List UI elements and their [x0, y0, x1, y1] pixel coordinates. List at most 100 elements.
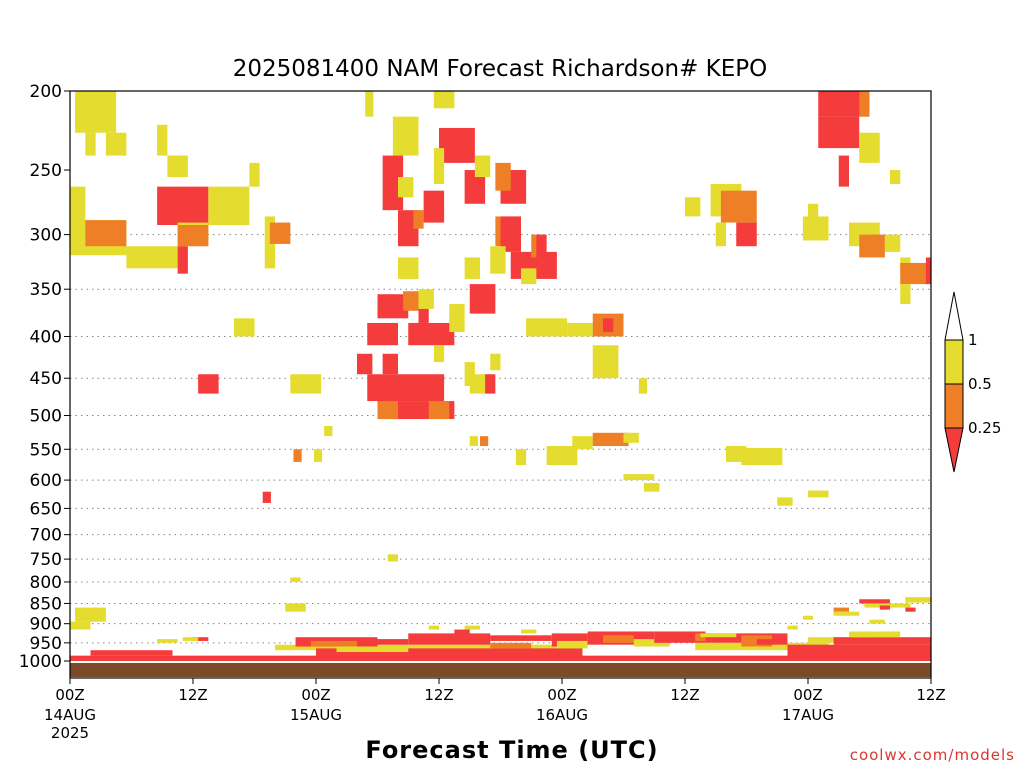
ri-cell-y: [324, 425, 333, 437]
legend-arrow-top: [944, 291, 964, 341]
legend-swatch-0.25-0.5: [944, 383, 964, 429]
y-tick-label: 950: [30, 634, 62, 654]
ri-cell-o: [293, 449, 302, 462]
y-tick-label: 500: [30, 407, 62, 427]
x-tick-date-label: 2025: [51, 724, 89, 742]
ri-cell-o: [495, 162, 511, 191]
chart-title: 2025081400 NAM Forecast Richardson# KEPO: [233, 56, 768, 82]
richardson-cells: [70, 91, 931, 661]
ri-cell-y: [365, 91, 374, 117]
ri-cell-y: [398, 177, 414, 198]
ri-cell-o: [859, 234, 885, 258]
x-axis-label: Forecast Time (UTC): [365, 736, 658, 764]
ri-cell-y: [633, 639, 670, 647]
x-tick-label: 12Z: [670, 686, 699, 704]
ri-cell-y: [890, 170, 901, 184]
x-tick-label: 12Z: [178, 686, 207, 704]
ri-cell-y: [515, 449, 527, 466]
ri-cell-y: [433, 91, 455, 109]
legend-swatch-0.5-1: [944, 339, 964, 385]
ri-cell-r: [838, 155, 849, 187]
y-tick-label: 700: [30, 526, 62, 546]
ri-cell-r: [859, 599, 890, 604]
ri-cell-o: [480, 436, 489, 447]
ri-cell-y: [449, 304, 465, 333]
ri-cell-r: [454, 629, 470, 636]
ri-cell-o: [177, 225, 209, 247]
ri-cell-y: [859, 132, 880, 163]
ri-cell-r: [654, 631, 706, 643]
ri-cell-y: [546, 446, 578, 466]
ri-cell-o: [859, 91, 870, 117]
ri-cell-y: [884, 234, 901, 252]
ri-cell-r: [925, 257, 931, 285]
ri-cell-y: [864, 603, 911, 608]
ri-cell-y: [70, 186, 86, 226]
ri-cell-y: [387, 554, 398, 562]
ri-cell-y: [869, 619, 885, 624]
surface-ground-bar: [70, 663, 931, 677]
ri-cell-r: [485, 374, 496, 394]
ri-cell-r: [418, 308, 429, 323]
ri-cell-y: [802, 615, 814, 620]
legend-label: 1: [968, 331, 978, 349]
ri-cell-r: [198, 374, 219, 394]
ri-cell-r: [408, 322, 455, 346]
ri-cell-y: [521, 268, 537, 285]
ri-cell-o: [413, 210, 424, 229]
ri-cell-y: [182, 637, 199, 641]
ri-cell-y: [808, 203, 819, 223]
ri-cell-o: [833, 607, 849, 612]
ri-cell-y: [75, 607, 106, 622]
ri-cell-y: [490, 353, 501, 371]
ri-cell-y: [336, 646, 409, 653]
ri-cell-y: [469, 436, 478, 447]
ri-cell-r: [536, 234, 547, 258]
ri-cell-y: [234, 318, 255, 337]
ri-cell-r: [490, 635, 552, 641]
ri-cell-y: [567, 322, 593, 337]
ri-cell-y: [802, 216, 829, 241]
ri-cell-y: [787, 625, 798, 630]
x-tick-label: 00Z: [547, 686, 576, 704]
ri-cell-y: [521, 629, 537, 634]
ri-cell-r: [756, 639, 788, 645]
y-tick-label: 450: [30, 369, 62, 389]
y-tick-label: 200: [30, 82, 62, 102]
ri-cell-y: [726, 446, 747, 462]
ri-cell-r: [833, 637, 931, 645]
ri-cell-r: [818, 116, 860, 149]
y-tick-label: 250: [30, 161, 62, 181]
ri-cell-y: [392, 116, 419, 156]
ri-cell-r: [367, 322, 398, 346]
ri-cell-y: [285, 603, 306, 612]
ri-cell-y: [700, 633, 737, 638]
ri-cell-r: [408, 633, 491, 645]
ri-cell-o: [85, 220, 127, 247]
y-tick-label: 600: [30, 471, 62, 491]
pressure-axis: 200 250 300 350 400 450 500 550 600 650 700 750 8008…: [19, 82, 70, 672]
ri-cell-r: [316, 648, 583, 658]
ri-cell-y: [290, 374, 322, 394]
x-tick-label: 00Z: [793, 686, 822, 704]
ri-cell-y: [105, 132, 127, 156]
ri-cell-r: [464, 170, 486, 204]
y-tick-label: 1000: [19, 652, 62, 672]
ri-cell-r: [736, 222, 757, 247]
ri-cell-r: [357, 353, 373, 375]
ri-cell-o: [720, 190, 757, 223]
legend-arrow-bottom: [944, 427, 964, 473]
ri-cell-y: [313, 449, 323, 462]
ri-cell-y: [70, 621, 91, 630]
ri-cell-r: [367, 639, 409, 645]
x-tick-label: 12Z: [916, 686, 945, 704]
y-tick-label: 350: [30, 280, 62, 300]
ri-cell-r: [157, 186, 209, 226]
ri-cell-r: [262, 491, 271, 503]
ri-cell-r: [70, 655, 931, 661]
ri-cell-y: [157, 639, 178, 643]
ri-cell-y: [777, 497, 793, 506]
ri-cell-y: [623, 432, 639, 443]
